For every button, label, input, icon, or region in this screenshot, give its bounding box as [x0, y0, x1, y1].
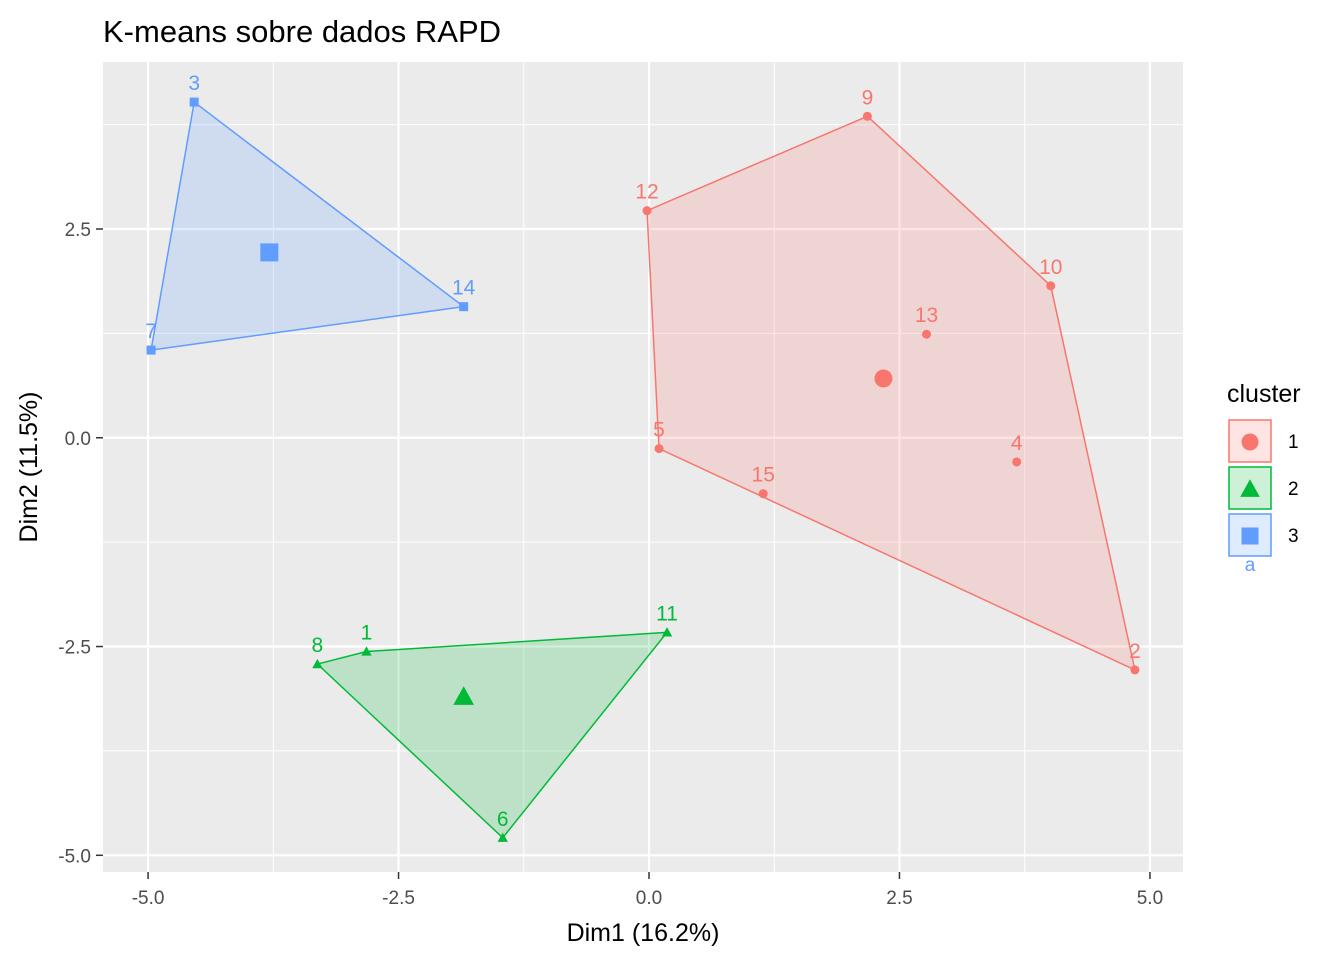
point-label: 5 — [653, 419, 665, 442]
legend-marker-3 — [1241, 527, 1259, 545]
point-label: 2 — [1129, 640, 1141, 663]
point-label: 7 — [145, 320, 157, 343]
x-tick-label: -5.0 — [132, 888, 165, 909]
legend-marker-2 — [1240, 479, 1260, 497]
cluster-2-point — [497, 832, 508, 842]
point-label: 9 — [862, 86, 874, 109]
chart-title: K-means sobre dados RAPD — [103, 14, 501, 49]
cluster-1-center — [874, 369, 893, 388]
point-label: 12 — [635, 181, 658, 204]
cluster-1-point — [758, 489, 768, 499]
y-axis-title: Dim2 (11.5%) — [15, 392, 43, 543]
cluster-1-point — [862, 111, 872, 121]
point-label: 1 — [361, 622, 373, 645]
cluster-centers — [260, 243, 893, 705]
legend: cluster 1 2 3 a — [1227, 380, 1301, 576]
x-tick-label: 5.0 — [1137, 888, 1163, 909]
legend-title: cluster — [1227, 380, 1301, 408]
y-tick-label: -5.0 — [58, 846, 91, 867]
point-label: 13 — [915, 304, 938, 327]
x-tick-label: 0.0 — [636, 888, 662, 909]
cluster-1-point — [1046, 281, 1056, 291]
cluster-points — [146, 97, 1140, 842]
point-label: 6 — [497, 808, 509, 831]
cluster-3-center — [260, 243, 279, 262]
legend-label: 2 — [1288, 479, 1299, 500]
legend-marker-1 — [1241, 433, 1259, 451]
cluster-3-point — [146, 345, 156, 355]
point-label: 4 — [1011, 432, 1023, 455]
point-labels: 2 4 5 9 10 12 13 15 1 6 8 11 3 7 14 — [145, 72, 1141, 831]
point-label: 14 — [452, 277, 476, 300]
x-tick-label: -2.5 — [382, 888, 415, 909]
legend-stray-label: a — [1245, 555, 1256, 576]
cluster-2-center — [453, 686, 475, 705]
point-label: 11 — [656, 602, 678, 625]
y-tick-label: 2.5 — [65, 220, 91, 241]
cluster-1-point — [1012, 457, 1022, 467]
point-label: 10 — [1039, 256, 1062, 279]
axes: -5.0 -2.5 0.0 2.5 5.0 -5.0 -2.5 0.0 2.5 — [58, 220, 1163, 909]
cluster-1-point — [654, 444, 664, 454]
cluster-1-point — [922, 329, 932, 339]
y-tick-label: 0.0 — [65, 429, 91, 450]
grid — [103, 62, 1183, 872]
legend-label: 1 — [1288, 432, 1299, 453]
cluster-3-point — [459, 302, 469, 312]
cluster-3-point — [189, 97, 199, 107]
point-label: 15 — [752, 464, 775, 487]
cluster-2-point — [312, 658, 323, 669]
y-tick-label: -2.5 — [58, 638, 91, 659]
cluster-1-point — [1130, 665, 1140, 675]
cluster-2-point — [361, 646, 372, 656]
legend-label: 3 — [1288, 526, 1299, 547]
x-axis-title: Dim1 (16.2%) — [567, 919, 720, 947]
point-label: 3 — [188, 72, 200, 95]
cluster-1-point — [642, 206, 652, 216]
cluster-3-hull — [150, 100, 466, 351]
plot-panel — [103, 62, 1183, 872]
cluster-2-point — [661, 627, 673, 637]
cluster-1-hull — [646, 115, 1136, 672]
x-tick-label: 2.5 — [886, 888, 912, 909]
point-label: 8 — [312, 634, 324, 657]
cluster-hulls — [150, 100, 1136, 839]
